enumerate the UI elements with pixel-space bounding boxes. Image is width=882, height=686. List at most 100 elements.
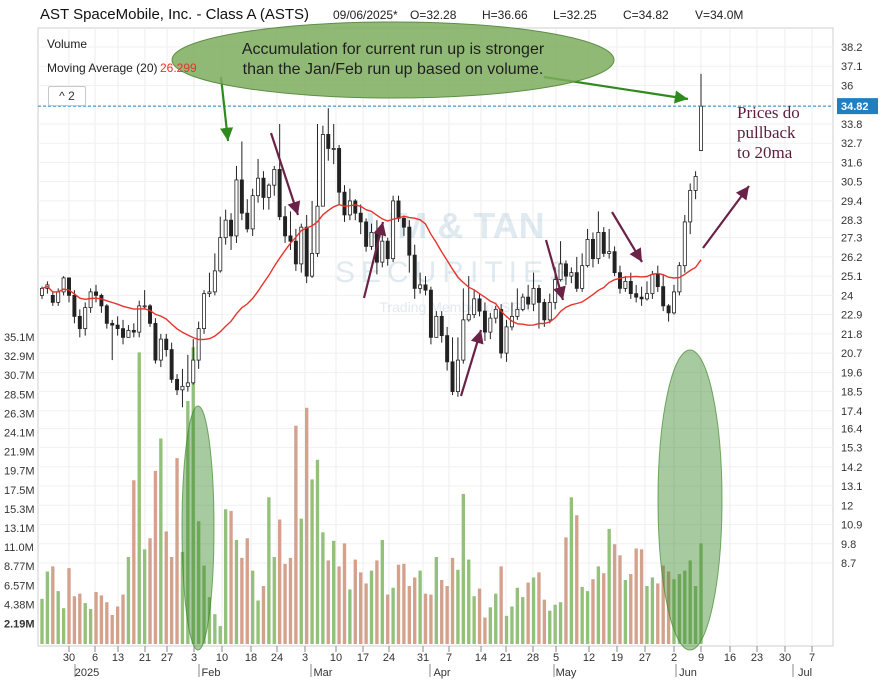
candle-up — [56, 291, 61, 303]
candle-down — [342, 191, 347, 216]
candle-up — [580, 265, 585, 289]
volume-bar — [229, 510, 233, 644]
volume-bar — [148, 538, 152, 644]
volume-bar — [223, 509, 228, 644]
price-tick-label: 20.7 — [841, 348, 862, 360]
candle-down — [245, 212, 250, 230]
volume-bar — [450, 557, 455, 644]
volume-bar — [531, 577, 536, 644]
volume-bar — [207, 597, 212, 644]
volume-bar — [202, 565, 206, 644]
x-tick-label: 30 — [63, 652, 75, 664]
volume-bar — [126, 557, 131, 644]
candle-down — [229, 219, 234, 237]
candle-up — [650, 273, 655, 295]
candle-down — [666, 305, 671, 314]
candle-down — [94, 291, 98, 296]
month-label: Apr — [433, 667, 450, 679]
volume-tick-label: 17.5M — [4, 485, 35, 497]
volume-bar — [250, 570, 255, 644]
candle-up — [693, 176, 698, 191]
volume-tick-label: 15.3M — [4, 504, 35, 516]
candle-down — [655, 273, 660, 288]
volume-bar — [380, 539, 384, 644]
volume-bar — [467, 559, 471, 644]
candle-up — [547, 301, 552, 321]
collapse-panels-button[interactable]: ^ 2 — [48, 86, 86, 106]
candle-up — [185, 382, 190, 387]
volume-legend-label[interactable]: Volume — [47, 37, 88, 51]
ma-legend-label[interactable]: Moving Average (20) — [47, 61, 158, 75]
x-tick-label: 10 — [330, 652, 342, 664]
x-tick-label: 7 — [809, 652, 815, 664]
candle-up — [250, 195, 255, 230]
candle-up — [207, 291, 212, 295]
volume-bar — [575, 515, 579, 644]
volume-bar — [623, 580, 628, 644]
x-tick-label: 21 — [139, 652, 151, 664]
candle-down — [110, 322, 115, 326]
candle-down — [445, 335, 450, 363]
price-tick-label: 13.1 — [841, 481, 862, 493]
x-tick-label: 9 — [698, 652, 704, 664]
candle-down — [385, 240, 390, 260]
watermark-line3: Trading Member of SGX — [379, 299, 531, 315]
candle-down — [401, 218, 406, 228]
candle-up — [569, 272, 574, 277]
candle-up — [461, 319, 466, 361]
price-tick-label: 10.9 — [841, 520, 862, 532]
candle-up — [682, 221, 687, 267]
header-open: O=32.28 — [410, 8, 457, 22]
x-tick-label: 5 — [553, 652, 559, 664]
ma-legend-value: 26.299 — [160, 61, 197, 75]
volume-bar — [196, 521, 201, 644]
x-tick-label: 3 — [191, 652, 197, 664]
volume-bar — [607, 528, 611, 644]
volume-bar — [142, 549, 147, 644]
price-tick-label: 33.8 — [841, 119, 862, 131]
price-tick-label: 12 — [841, 500, 853, 512]
watermark: LIM & TAN SECURITIES Trading Member of S… — [335, 205, 569, 315]
volume-bar — [591, 579, 595, 644]
candle-up — [83, 307, 88, 330]
candle-down — [364, 221, 369, 247]
candle-up — [320, 134, 325, 207]
volume-bar — [456, 569, 460, 644]
volume-bar — [699, 543, 703, 644]
purple-arrow — [702, 185, 750, 249]
volume-tick-label: 19.7M — [4, 466, 35, 478]
volume-bar — [61, 608, 66, 644]
x-tick-label: 3 — [302, 652, 308, 664]
volume-bar — [99, 595, 104, 644]
candle-down — [50, 294, 55, 303]
candle-up — [672, 291, 676, 314]
volume-tick-label: 26.3M — [4, 408, 35, 420]
volume-bar — [288, 557, 293, 644]
volume-bar — [515, 587, 520, 644]
purple-arrow — [611, 211, 643, 263]
volume-bar — [612, 544, 617, 644]
candle-up — [88, 291, 93, 309]
candle-down — [618, 272, 622, 289]
volume-bar — [683, 570, 687, 644]
candle-down — [634, 293, 639, 298]
volume-bar — [440, 580, 444, 644]
candle-down — [337, 148, 342, 193]
candle-down — [661, 286, 666, 307]
price-tick-label: 14.2 — [841, 462, 862, 474]
candle-down — [131, 329, 136, 333]
volume-bar — [510, 606, 514, 644]
candle-up — [266, 184, 271, 198]
x-tick-label: 13 — [112, 652, 124, 664]
volume-bar — [666, 571, 671, 644]
volume-bar — [602, 573, 606, 644]
x-tick-label: 24 — [383, 652, 395, 664]
price-tick-label: 16.4 — [841, 423, 862, 435]
candle-down — [121, 328, 125, 338]
volume-bar — [526, 582, 530, 644]
x-tick-label: 6 — [92, 652, 98, 664]
x-tick-label: 27 — [639, 652, 651, 664]
moving-average-line — [41, 203, 702, 341]
volume-bar — [364, 583, 368, 644]
volume-bar — [521, 597, 525, 644]
